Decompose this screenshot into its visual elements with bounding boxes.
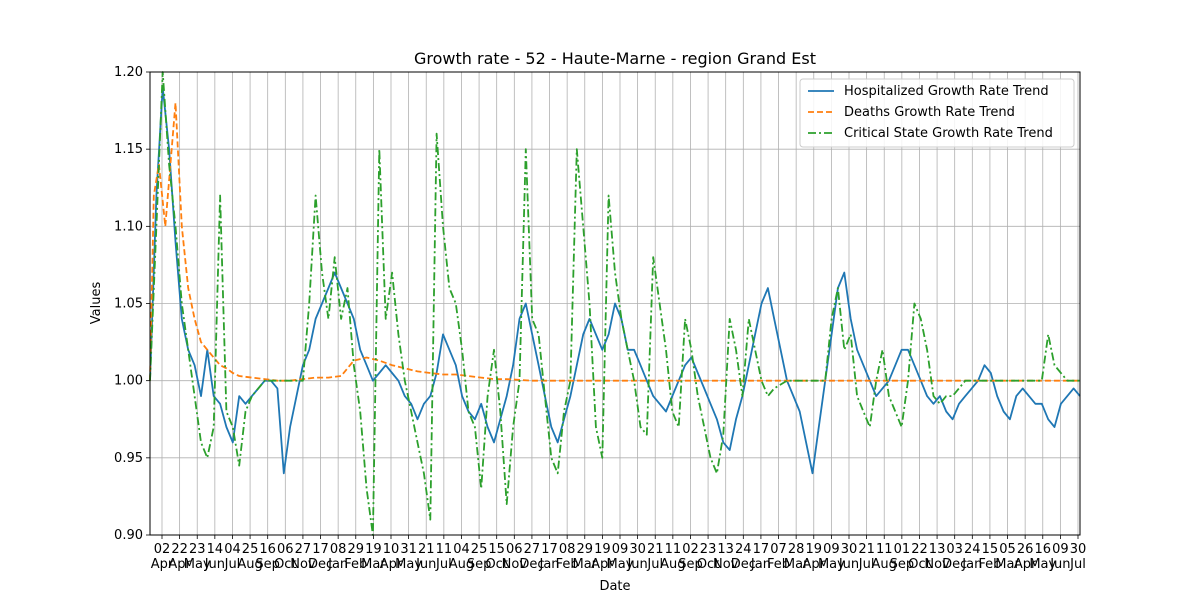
x-tick-label: 02 Sep [678,542,703,572]
x-tick-label: 19 Mar [361,542,386,572]
x-tick-label: 21 Jul [646,542,663,572]
x-tick-label: 23 May [184,542,211,572]
x-tick-label: 24 Dec [731,542,756,572]
y-axis-label: Values [89,282,104,325]
x-tick-label: 08 Feb [556,542,579,572]
x-tick-label: 21 Jul [858,542,875,572]
y-tick-label: 1.20 [114,65,143,80]
legend: Hospitalized Growth Rate Trend Deaths Gro… [799,78,1075,148]
x-tick-label: 09 Jun [1049,542,1070,572]
x-tick-label: 26 Apr [1014,542,1037,572]
x-tick-label: 29 Mar [573,542,598,572]
x-tick-label: 03 Dec [942,542,967,572]
legend-label-0: Hospitalized Growth Rate Trend [844,84,1049,99]
x-tick-label: 17 Jan [750,542,771,572]
x-tick-label: 25 Aug [237,542,262,572]
x-tick-label: 30 Jun [838,542,859,572]
x-tick-label: 30 Jun [626,542,647,572]
x-tick-label: 22 Apr [168,542,191,572]
x-tick-label: 22 Oct [908,542,930,572]
x-tick-label: 06 Nov [502,542,528,572]
y-tick-label: 0.90 [114,528,143,543]
x-tick-label: 19 Apr [591,542,614,572]
x-tick-label: 11 Aug [660,542,685,572]
x-tick-label: 19 Apr [803,542,826,572]
x-tick-label: 27 Dec [519,542,544,572]
x-tick-label: 11 Jul [435,542,452,572]
y-tick-label: 0.95 [114,451,143,466]
x-tick-label: 17 Dec [308,542,333,572]
series-lines [149,71,1081,536]
x-tick-label: 23 Oct [697,542,719,572]
x-tick-label: 14 Jun [204,542,225,572]
grid-lines [150,71,1080,536]
x-tick-label: 21 Jun [415,542,436,572]
x-tick-label: 04 Jul [224,542,241,572]
x-tick-label: 13 Nov [713,542,739,572]
legend-box [799,78,1075,148]
chart-title: Growth rate - 52 - Haute-Marne - region … [414,49,816,68]
x-tick-label: 02 Apr [151,542,174,572]
series-line-1 [149,102,1080,382]
y-tick-label: 1.10 [114,219,143,234]
x-tick-label: 10 Apr [380,542,403,572]
x-tick-label: 11 Aug [872,542,897,572]
x-tick-label: 30 Jul [1069,542,1086,572]
x-tick-label: 01 Sep [890,542,915,572]
y-tick-label: 1.00 [114,374,143,389]
x-tick-label: 06 Oct [274,542,296,572]
x-tick-label: 16 Sep [255,542,280,572]
x-tick-label: 25 Sep [467,542,492,572]
x-tick-label: 28 Mar [784,542,809,572]
x-tick-label: 17 Jan [539,542,560,572]
x-tick-label: 05 Mar [995,542,1020,572]
legend-label-2: Critical State Growth Rate Trend [844,126,1053,141]
series-line-2 [149,71,1080,536]
x-tick-label: 27 Nov [290,542,316,572]
y-tick-label: 1.15 [114,142,143,157]
x-tick-label: 08 Jan [327,542,348,572]
x-tick-label: 07 Feb [767,542,790,572]
x-tick-label: 31 May [395,542,422,572]
y-tick-label: 1.05 [114,297,143,312]
x-tick-label: 15 Feb [978,542,1001,572]
x-tick-label: 09 May [818,542,845,572]
x-tick-label: 15 Oct [485,542,507,572]
x-tick-label: 16 May [1029,542,1056,572]
x-tick-label: 04 Aug [449,542,474,572]
x-tick-label: 29 Feb [344,542,367,572]
plot-frame [149,71,1081,536]
x-tick-label: 09 May [607,542,634,572]
x-axis-label: Date [599,579,630,594]
legend-label-1: Deaths Growth Rate Trend [844,105,1015,120]
x-tick-label: 13 Nov [924,542,950,572]
x-tick-label: 24 Jan [961,542,982,572]
